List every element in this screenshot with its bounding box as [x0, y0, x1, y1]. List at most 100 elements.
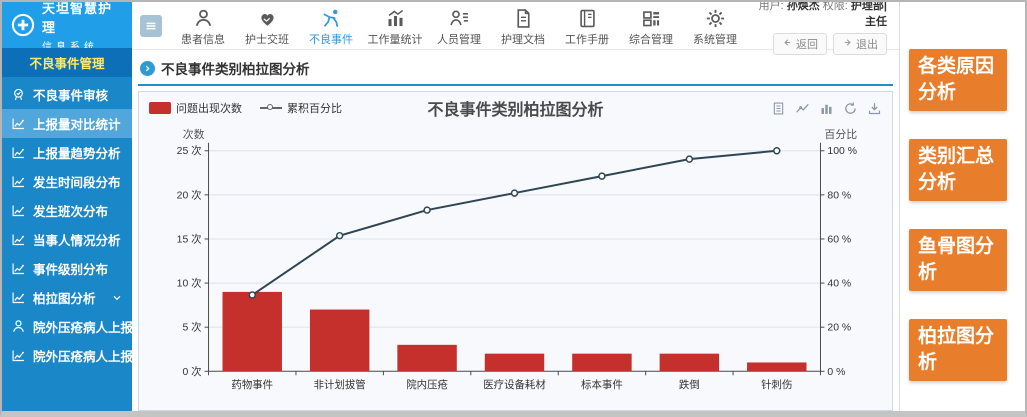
nav-item-nurse-handover[interactable]: 护士交班 [236, 4, 298, 47]
sidebar-item-external-pressure-ulcer-report-2[interactable]: 院外压疮病人上报表 [2, 341, 146, 370]
analysis-actions-panel: 各类原因分析 类别汇总分析 鱼骨图分析 柏拉图分析 [899, 2, 1025, 411]
chart-line-icon [11, 290, 26, 305]
svg-text:0 次: 0 次 [182, 365, 201, 378]
nav-item-staff-management[interactable]: 人员管理 [428, 4, 490, 47]
chart-line-icon [11, 232, 26, 247]
nav-item-patient-info[interactable]: 患者信息 [172, 4, 234, 47]
svg-text:100 %: 100 % [827, 146, 857, 157]
nav-item-comprehensive-management[interactable]: 综合管理 [620, 4, 682, 47]
chart-legend: 问题出现次数 累积百分比 [149, 100, 342, 116]
content-area: 不良事件类别柏拉图分析 问题出现次数 累积百分比 不良 [132, 50, 899, 411]
chart-line-icon [11, 348, 26, 363]
top-navigation: 患者信息 护士交班 不良事件 工作量统计 [132, 2, 899, 55]
user-role: 护理部|主任 [850, 0, 887, 28]
chart-line-icon [11, 145, 26, 160]
breadcrumb: 不良事件类别柏拉图分析 [138, 56, 893, 84]
chart-line-icon [11, 261, 26, 276]
data-view-icon[interactable] [771, 101, 786, 116]
action-button-cause-analysis[interactable]: 各类原因分析 [909, 49, 1007, 111]
nav-items: 患者信息 护士交班 不良事件 工作量统计 [172, 4, 746, 47]
chart-toolbox [771, 101, 882, 116]
sidebar-item-time-period-distribution[interactable]: 发生时间段分布 [2, 167, 132, 196]
svg-text:5 次: 5 次 [182, 321, 201, 334]
patient-icon [193, 8, 214, 29]
app-subtitle: 信息系统 [42, 41, 98, 53]
chart-line-icon [11, 203, 26, 218]
bar-series-swatch [149, 102, 171, 114]
nav-item-system-management[interactable]: 系统管理 [684, 4, 746, 47]
restore-icon[interactable] [843, 101, 858, 116]
staff-icon [449, 8, 470, 29]
svg-text:非计划拔管: 非计划拔管 [314, 378, 366, 391]
download-icon[interactable] [867, 101, 882, 116]
action-button-pareto-chart-analysis[interactable]: 柏拉图分析 [909, 319, 1007, 381]
sidebar-header: 不良事件管理 [2, 48, 132, 77]
svg-text:医疗设备耗材: 医疗设备耗材 [483, 378, 546, 391]
svg-text:15 次: 15 次 [177, 232, 202, 245]
logo-medical-cross-icon [10, 12, 36, 38]
menu-toggle-icon[interactable] [140, 14, 162, 37]
handbook-icon [577, 8, 598, 29]
document-icon [513, 8, 534, 29]
chart-line-icon [11, 174, 26, 189]
svg-text:0 %: 0 % [827, 367, 845, 378]
action-button-fishbone-analysis[interactable]: 鱼骨图分析 [909, 229, 1007, 291]
sidebar-item-adverse-event-audit[interactable]: 不良事件审核 [2, 80, 132, 109]
exit-arrow-icon [842, 37, 853, 51]
page-title: 不良事件类别柏拉图分析 [161, 62, 310, 77]
chevron-down-icon [111, 292, 123, 304]
adverse-event-icon [321, 8, 342, 29]
sidebar-item-shift-distribution[interactable]: 发生班次分布 [2, 196, 132, 225]
nav-item-work-handbook[interactable]: 工作手册 [556, 4, 618, 47]
nav-item-nursing-documents[interactable]: 护理文档 [492, 4, 554, 47]
svg-text:药物事件: 药物事件 [231, 378, 273, 391]
title-divider [138, 84, 893, 86]
person-icon [11, 319, 26, 334]
logout-button[interactable]: 退出 [833, 32, 887, 55]
back-button[interactable]: 返回 [773, 32, 827, 55]
svg-text:40 %: 40 % [827, 279, 851, 290]
app-logo: 天坦智慧护理 信息系统 [2, 0, 132, 53]
user-name: 孙焕杰 [786, 0, 820, 12]
legend-line-series[interactable]: 累积百分比 [260, 100, 342, 116]
main-column: 患者信息 护士交班 不良事件 工作量统计 [132, 2, 899, 411]
apps-icon [641, 8, 662, 29]
nav-item-workload-stats[interactable]: 工作量统计 [364, 4, 426, 47]
sidebar-item-involved-person-analysis[interactable]: 当事人情况分析 [2, 225, 132, 254]
chart-line-icon [11, 116, 26, 131]
workload-icon [385, 8, 406, 29]
svg-text:跌倒: 跌倒 [679, 378, 700, 391]
line-chart-icon[interactable] [795, 101, 810, 116]
sidebar-item-external-pressure-ulcer-report-1[interactable]: 院外压疮病人上报表 [2, 312, 146, 341]
svg-text:80 %: 80 % [827, 190, 851, 201]
svg-text:20 %: 20 % [827, 323, 851, 334]
sidebar-item-pareto-analysis[interactable]: 柏拉图分析 [2, 283, 132, 312]
sidebar-item-report-volume-trend[interactable]: 上报量趋势分析 [2, 138, 132, 167]
sidebar-item-event-level-distribution[interactable]: 事件级别分布 [2, 254, 132, 283]
svg-text:院内压疮: 院内压疮 [406, 378, 448, 391]
user-area: 用户: 孙焕杰 权限: 护理部|主任 返回 退出 [748, 0, 891, 55]
line-series-marker-icon [260, 104, 282, 110]
svg-text:10 次: 10 次 [177, 277, 202, 290]
sidebar: 天坦智慧护理 信息系统 不良事件管理 不良事件审核 上报量对比统计 [2, 0, 146, 411]
svg-text:百分比: 百分比 [824, 128, 857, 141]
bar-chart-icon[interactable] [819, 101, 834, 116]
back-arrow-icon [782, 37, 793, 51]
breadcrumb-arrow-icon [140, 60, 155, 76]
svg-text:60 %: 60 % [827, 234, 851, 245]
pareto-chart-canvas: 次数 百分比 0 次 5 次 10 次 15 次 20 次 25 次 0 % 20 % 40 % 60… [177, 127, 858, 391]
app-title: 天坦智慧护理 [42, 0, 113, 35]
svg-text:标本事件: 标本事件 [581, 378, 623, 391]
nav-item-adverse-events[interactable]: 不良事件 [300, 4, 362, 47]
svg-text:20 次: 20 次 [177, 188, 202, 201]
sidebar-menu: 不良事件审核 上报量对比统计 上报量趋势分析 发生时间段分 [2, 77, 146, 370]
legend-bar-series[interactable]: 问题出现次数 [149, 100, 242, 116]
svg-text:25 次: 25 次 [177, 144, 202, 157]
gear-icon [705, 8, 726, 29]
sidebar-item-report-volume-comparison[interactable]: 上报量对比统计 [2, 109, 132, 138]
svg-text:针刺伤: 针刺伤 [761, 378, 792, 391]
handover-icon [257, 8, 278, 29]
action-button-category-summary-analysis[interactable]: 类别汇总分析 [909, 139, 1007, 201]
